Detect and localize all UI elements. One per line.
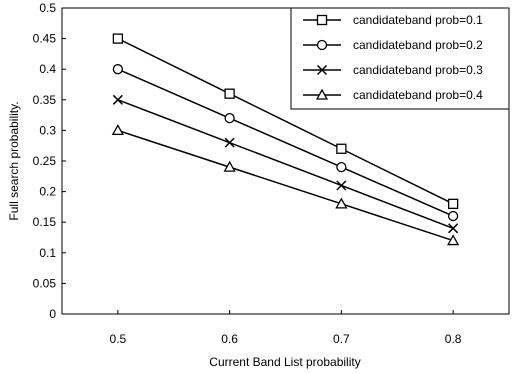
x-axis-title: Current Band List probability xyxy=(209,355,360,369)
legend-marker xyxy=(316,39,328,51)
data-point xyxy=(112,64,124,75)
legend-marker xyxy=(316,64,328,76)
data-point xyxy=(224,88,235,99)
series-line xyxy=(117,129,454,242)
data-point xyxy=(224,137,235,148)
data-point xyxy=(336,180,347,191)
x-axis-ticks: 0.5 0.6 0.7 0.8 xyxy=(110,310,462,346)
series-1 xyxy=(112,33,459,209)
legend-box xyxy=(290,7,510,110)
y-tick-label: 0.35 xyxy=(33,93,57,107)
data-point xyxy=(223,160,236,172)
series-layer xyxy=(111,33,460,246)
y-tick-label: 0.1 xyxy=(39,246,56,260)
y-tick-label: 0.2 xyxy=(39,185,56,199)
legend-item: candidateband prob=0.2 xyxy=(303,38,483,52)
legend-label: candidateband prob=0.1 xyxy=(353,13,483,27)
data-point xyxy=(224,113,235,124)
legend-label: candidateband prob=0.2 xyxy=(353,38,483,52)
y-tick-label: 0.3 xyxy=(39,123,56,137)
y-tick-label: 0.05 xyxy=(33,276,57,290)
data-point xyxy=(335,197,348,209)
data-point xyxy=(112,94,123,105)
x-tick-label: 0.8 xyxy=(445,332,462,346)
x-tick-label: 0.7 xyxy=(333,332,350,346)
y-axis-ticks: 0 0.05 0.1 0.15 0.2 0.25 0.3 0.35 0.4 0.45 0.5 xyxy=(33,1,66,321)
data-point xyxy=(447,210,459,222)
legend-item: candidateband prob=0.3 xyxy=(303,63,483,77)
legend-items: candidateband prob=0.1 candidateband prob… xyxy=(303,13,483,102)
y-tick-label: 0.25 xyxy=(33,154,57,168)
y-axis-title: Full search probability. xyxy=(7,101,21,220)
series-line xyxy=(117,68,454,217)
series-3 xyxy=(112,94,459,234)
legend-item: candidateband prob=0.4 xyxy=(303,88,483,102)
legend-item: candidateband prob=0.1 xyxy=(303,13,483,27)
legend-marker xyxy=(316,14,328,26)
legend-label: candidateband prob=0.3 xyxy=(353,63,483,77)
y-tick-label: 0.5 xyxy=(39,1,56,15)
y-tick-label: 0 xyxy=(49,307,56,321)
y-tick-label: 0.45 xyxy=(33,32,57,46)
data-point xyxy=(447,234,460,246)
legend-label: candidateband prob=0.4 xyxy=(353,88,483,102)
y-tick-label: 0.4 xyxy=(39,62,56,76)
series-4 xyxy=(111,124,460,246)
data-point xyxy=(111,124,124,136)
data-point xyxy=(336,143,347,154)
y-tick-label: 0.15 xyxy=(33,215,57,229)
x-tick-label: 0.5 xyxy=(110,332,127,346)
legend: candidateband prob=0.1 candidateband prob… xyxy=(290,7,510,110)
series-line xyxy=(117,99,454,230)
series-line xyxy=(117,37,454,205)
series-2 xyxy=(112,64,459,222)
data-point xyxy=(112,33,124,44)
legend-marker xyxy=(315,88,329,100)
data-point xyxy=(336,161,347,173)
data-point xyxy=(447,198,459,209)
x-tick-label: 0.6 xyxy=(221,332,238,346)
data-point xyxy=(448,223,459,234)
